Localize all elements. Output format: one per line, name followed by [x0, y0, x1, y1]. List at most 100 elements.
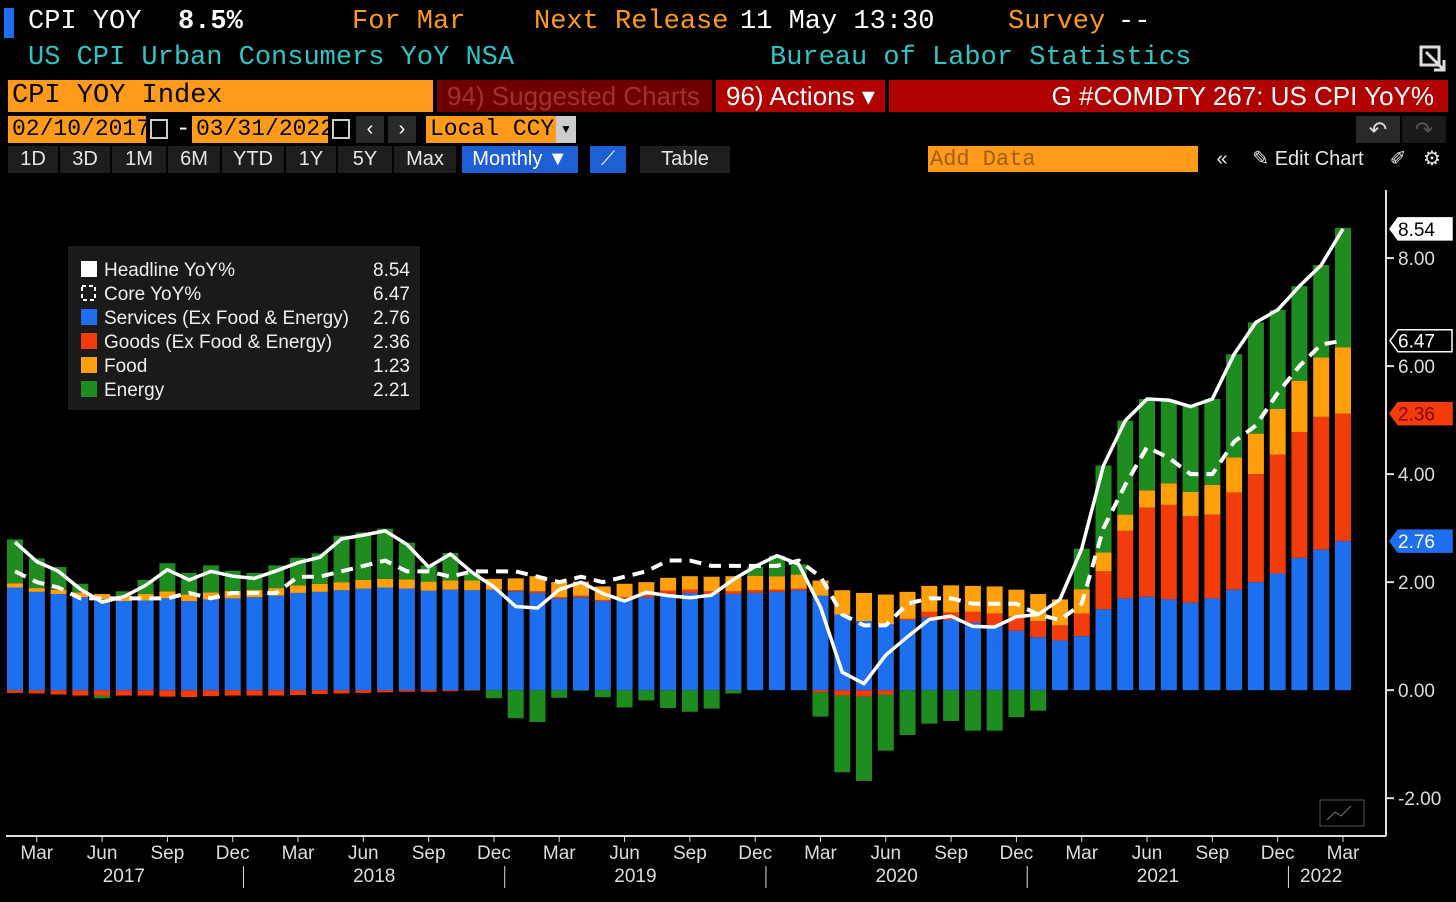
x-tick-label: Sep — [1195, 843, 1229, 864]
bar-segment — [464, 590, 481, 691]
redo-button[interactable]: ↷ — [1402, 116, 1446, 143]
bar-segment — [1182, 491, 1199, 517]
bar-segment — [725, 591, 742, 595]
legend-label: Goods (Ex Food & Energy) — [104, 332, 332, 353]
bar-segment — [94, 690, 111, 696]
bar-segment — [420, 690, 437, 692]
period-button[interactable]: 1D — [8, 146, 58, 173]
bar-segment — [115, 690, 132, 696]
bar-segment — [616, 583, 633, 598]
legend-label: Food — [104, 356, 147, 377]
bar-segment — [856, 696, 873, 781]
bar-segment — [1269, 454, 1286, 574]
legend-label: Energy — [104, 380, 165, 401]
bar-segment — [355, 532, 372, 580]
bar-segment — [638, 690, 655, 701]
frequency-button[interactable]: Monthly ▼ — [462, 146, 578, 173]
end-date[interactable]: 03/31/2022 — [192, 116, 334, 143]
bar-segment — [594, 599, 611, 602]
bar-segment — [1226, 354, 1243, 458]
suggested-charts[interactable]: 94) Suggested Charts — [437, 80, 712, 112]
bar-segment — [94, 599, 111, 691]
legend-swatch — [81, 381, 97, 397]
bar-segment — [224, 690, 241, 696]
bar-segment — [485, 690, 502, 699]
bar-segment — [1226, 457, 1243, 493]
edit-icon[interactable]: ✐ — [1384, 146, 1412, 173]
bar-segment — [181, 601, 198, 691]
dropdown-arrow[interactable]: ▼ — [556, 116, 576, 143]
next-button[interactable]: › — [388, 116, 416, 143]
period-button[interactable]: 1Y — [286, 146, 336, 173]
undo-button[interactable]: ↶ — [1356, 116, 1400, 143]
bar-segment — [725, 594, 742, 691]
bar-segment — [1117, 514, 1134, 531]
popout-icon[interactable] — [1418, 44, 1448, 74]
bar-segment — [72, 597, 89, 691]
legend-swatch — [81, 333, 97, 349]
bar-segment — [377, 528, 394, 579]
bar-segment — [1160, 400, 1177, 484]
bar-segment — [28, 591, 45, 691]
legend-value: 6.47 — [373, 284, 410, 305]
bar-segment — [442, 580, 459, 590]
bar-segment — [573, 597, 590, 691]
calendar-icon[interactable] — [150, 119, 168, 139]
bar-segment — [1313, 357, 1330, 417]
survey-label: Survey — [1008, 7, 1106, 37]
edit-chart-button[interactable]: ✎ Edit Chart — [1244, 146, 1372, 173]
legend-swatch — [81, 309, 97, 325]
x-tick-label: Dec — [1000, 843, 1034, 864]
start-date[interactable]: 02/10/2017 — [8, 116, 150, 143]
line-chart-button[interactable]: ⟋ — [590, 146, 626, 173]
value-flag — [1389, 217, 1453, 241]
actions-menu[interactable]: 96) Actions ▾ — [716, 80, 885, 112]
period-button[interactable]: 1M — [112, 146, 166, 173]
bar-segment — [311, 690, 328, 694]
bar-segment — [921, 690, 938, 724]
bar-segment — [1269, 309, 1286, 409]
period-button[interactable]: 6M — [168, 146, 220, 173]
bar-segment — [442, 552, 459, 581]
chart-icon[interactable] — [1319, 799, 1365, 827]
bar-segment — [551, 598, 568, 691]
currency-select[interactable]: Local CCY — [426, 116, 556, 143]
bar-segment — [181, 594, 198, 602]
bar-segment — [1095, 609, 1112, 691]
y-tick-label: 0.00 — [1398, 681, 1435, 702]
value-flag-label: 2.36 — [1398, 405, 1435, 426]
x-tick-label: Mar — [1327, 843, 1360, 864]
period-button[interactable]: 3D — [60, 146, 110, 173]
bar-segment — [159, 598, 176, 691]
calendar-icon[interactable] — [332, 119, 350, 139]
bar-segment — [1160, 599, 1177, 691]
bar-segment — [1247, 433, 1264, 475]
legend-value: 2.76 — [373, 308, 410, 329]
add-data-field[interactable]: Add Data — [928, 146, 1198, 172]
period-button[interactable]: 5Y — [338, 146, 392, 173]
bar-segment — [485, 578, 502, 590]
security-field[interactable]: CPI YOY Index — [8, 80, 433, 112]
period-button[interactable]: YTD — [222, 146, 284, 173]
bar-segment — [355, 690, 372, 693]
bar-segment — [638, 597, 655, 691]
bar-segment — [7, 587, 23, 691]
bar-segment — [311, 591, 328, 691]
bar-segment — [1160, 483, 1177, 505]
bar-segment — [1182, 516, 1199, 603]
bar-segment — [747, 590, 764, 593]
collapse-button[interactable]: « — [1206, 146, 1238, 173]
bar-segment — [1139, 399, 1156, 491]
settings-icon[interactable]: ⚙ — [1418, 146, 1446, 173]
bar-segment — [1182, 602, 1199, 691]
bar-segment — [377, 690, 394, 693]
bar-segment — [681, 690, 698, 712]
value-flag — [1389, 328, 1453, 353]
prev-button[interactable]: ‹ — [356, 116, 384, 143]
table-button[interactable]: Table — [640, 146, 730, 173]
bar-segment — [1095, 465, 1112, 553]
bar-segment — [877, 690, 894, 695]
bar-segment — [768, 576, 785, 590]
bar-segment — [1313, 416, 1330, 550]
period-button[interactable]: Max — [394, 146, 456, 173]
